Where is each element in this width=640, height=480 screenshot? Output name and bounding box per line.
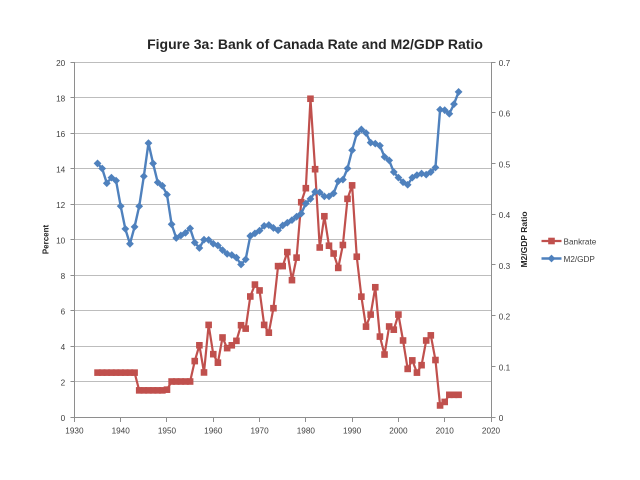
svg-text:1950: 1950 <box>158 427 177 436</box>
svg-text:0: 0 <box>61 414 66 423</box>
svg-text:1960: 1960 <box>204 427 223 436</box>
svg-text:20: 20 <box>56 59 66 68</box>
svg-text:Bankrate: Bankrate <box>564 237 597 246</box>
svg-text:0.5: 0.5 <box>499 160 511 169</box>
svg-text:Figure 3a: Bank of Canada Rate: Figure 3a: Bank of Canada Rate and M2/GD… <box>147 36 483 52</box>
svg-text:8: 8 <box>61 272 66 281</box>
svg-text:10: 10 <box>56 237 66 246</box>
svg-text:1990: 1990 <box>343 427 362 436</box>
svg-text:0.2: 0.2 <box>499 313 511 322</box>
svg-text:1930: 1930 <box>65 427 84 436</box>
svg-text:0: 0 <box>499 414 504 423</box>
svg-text:M2/GDP Ratio: M2/GDP Ratio <box>519 211 529 267</box>
svg-text:Percent: Percent <box>41 224 50 254</box>
svg-text:18: 18 <box>56 95 66 104</box>
svg-text:0.6: 0.6 <box>499 110 511 119</box>
svg-text:1980: 1980 <box>297 427 316 436</box>
svg-text:0.7: 0.7 <box>499 59 511 68</box>
svg-text:6: 6 <box>61 308 66 317</box>
svg-text:1970: 1970 <box>250 427 269 436</box>
svg-text:4: 4 <box>61 343 66 352</box>
svg-text:2000: 2000 <box>389 427 408 436</box>
svg-text:16: 16 <box>56 130 66 139</box>
svg-text:1940: 1940 <box>112 427 131 436</box>
svg-text:2020: 2020 <box>482 427 501 436</box>
svg-text:2010: 2010 <box>436 427 455 436</box>
svg-text:2: 2 <box>61 379 66 388</box>
svg-text:M2/GDP: M2/GDP <box>564 255 596 264</box>
svg-text:14: 14 <box>56 166 66 175</box>
svg-text:0.3: 0.3 <box>499 262 511 271</box>
svg-text:0.1: 0.1 <box>499 363 511 372</box>
svg-text:12: 12 <box>56 201 66 210</box>
svg-text:0.4: 0.4 <box>499 211 511 220</box>
